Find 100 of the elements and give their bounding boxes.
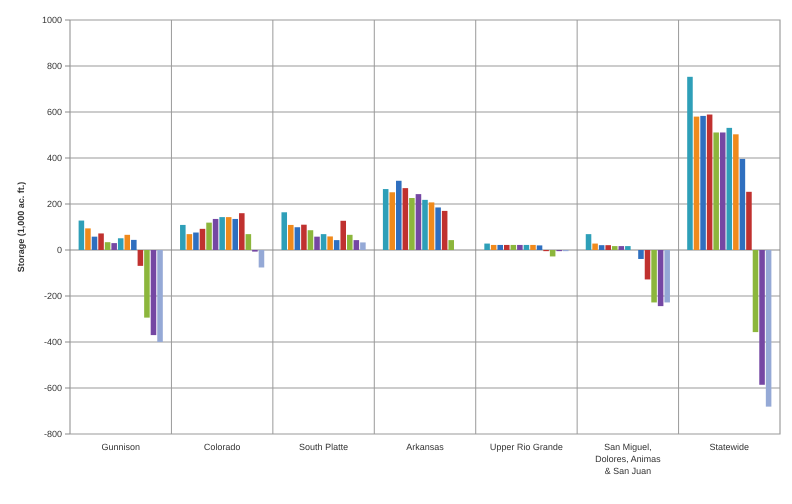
bar: [700, 116, 706, 250]
bar: [360, 242, 366, 250]
y-tick-label: -800: [44, 428, 62, 439]
bar: [78, 220, 84, 250]
bar: [638, 250, 644, 259]
bar: [490, 244, 496, 250]
y-tick-label: 0: [56, 244, 62, 255]
bar: [428, 202, 434, 250]
bar: [327, 236, 333, 250]
bar: [200, 228, 206, 250]
bar: [644, 250, 650, 280]
bar: [651, 250, 657, 302]
bar: [658, 250, 664, 306]
bar: [206, 222, 212, 250]
bar: [180, 224, 186, 250]
y-tick-label: -400: [44, 336, 62, 347]
bar: [186, 234, 192, 250]
bar: [442, 210, 448, 250]
bar: [435, 207, 441, 250]
bar: [664, 250, 670, 302]
bar: [98, 233, 104, 250]
x-tick-label: San Miguel, Dolores, Animas & San Juan: [595, 442, 662, 476]
y-tick-label: 800: [46, 60, 62, 71]
bar: [752, 250, 758, 332]
bar: [118, 238, 124, 250]
bar: [131, 240, 137, 250]
bar: [219, 217, 225, 250]
bar: [382, 189, 388, 250]
bar: [294, 227, 300, 250]
bar: [246, 234, 252, 250]
x-tick-label: Arkansas: [406, 442, 444, 452]
bar: [409, 198, 415, 250]
bar: [308, 230, 314, 250]
x-tick-label: South Platte: [299, 442, 348, 452]
y-tick-label: 200: [46, 198, 62, 209]
bar: [448, 240, 454, 250]
bar: [504, 244, 510, 250]
y-tick-label: 600: [46, 106, 62, 117]
bar: [85, 228, 91, 250]
y-tick-label: 1000: [42, 14, 62, 25]
bar: [416, 194, 422, 250]
bar: [239, 213, 245, 250]
bar: [497, 244, 503, 250]
bar: [340, 220, 346, 250]
bar: [687, 76, 693, 250]
bar: [150, 250, 156, 336]
bar: [706, 114, 712, 250]
x-tick-label: Colorado: [204, 442, 240, 452]
bar: [759, 250, 765, 385]
bar: [740, 158, 746, 250]
bar: [104, 242, 110, 250]
bar: [530, 244, 536, 250]
bar: [733, 134, 739, 250]
bar: [314, 236, 320, 250]
bar: [334, 240, 340, 250]
bar: [226, 217, 232, 250]
y-tick-label: 400: [46, 152, 62, 163]
bar: [124, 234, 130, 250]
bar: [605, 245, 611, 250]
bar: [212, 218, 218, 250]
bar: [517, 244, 523, 250]
bar: [598, 245, 604, 250]
y-tick-label: -200: [44, 290, 62, 301]
bar: [550, 250, 556, 256]
bar: [726, 128, 732, 250]
x-tick-label: Upper Rio Grande: [490, 442, 563, 452]
bar: [138, 250, 144, 266]
bar: [347, 234, 353, 250]
bar: [422, 200, 428, 250]
bar: [592, 244, 598, 250]
x-tick-label: Statewide: [710, 442, 750, 452]
bar: [612, 246, 618, 250]
bar: [536, 245, 542, 250]
bar: [389, 192, 396, 250]
bar: [301, 224, 307, 250]
bar: [281, 212, 288, 250]
bar: [510, 244, 516, 250]
bar: [746, 192, 752, 250]
bar: [484, 244, 490, 250]
bar: [258, 250, 264, 268]
y-tick-label: -600: [44, 382, 62, 393]
bar: [694, 116, 700, 250]
x-tick-label: Gunnison: [101, 442, 140, 452]
bar: [396, 180, 402, 250]
bar: [524, 244, 530, 250]
bar: [111, 243, 117, 250]
bar: [354, 240, 360, 250]
bar: [232, 218, 238, 250]
bar: [713, 132, 719, 250]
bar: [618, 246, 624, 250]
bar: [193, 232, 199, 250]
bar: [402, 188, 408, 250]
bar: [92, 236, 98, 250]
y-axis-title: Storage (1,000 ac. ft.): [16, 182, 26, 272]
bar: [288, 224, 294, 250]
bar: [144, 250, 150, 318]
bar: [766, 250, 772, 407]
bar: [720, 132, 726, 250]
bar: [625, 246, 631, 250]
bar: [586, 234, 592, 250]
